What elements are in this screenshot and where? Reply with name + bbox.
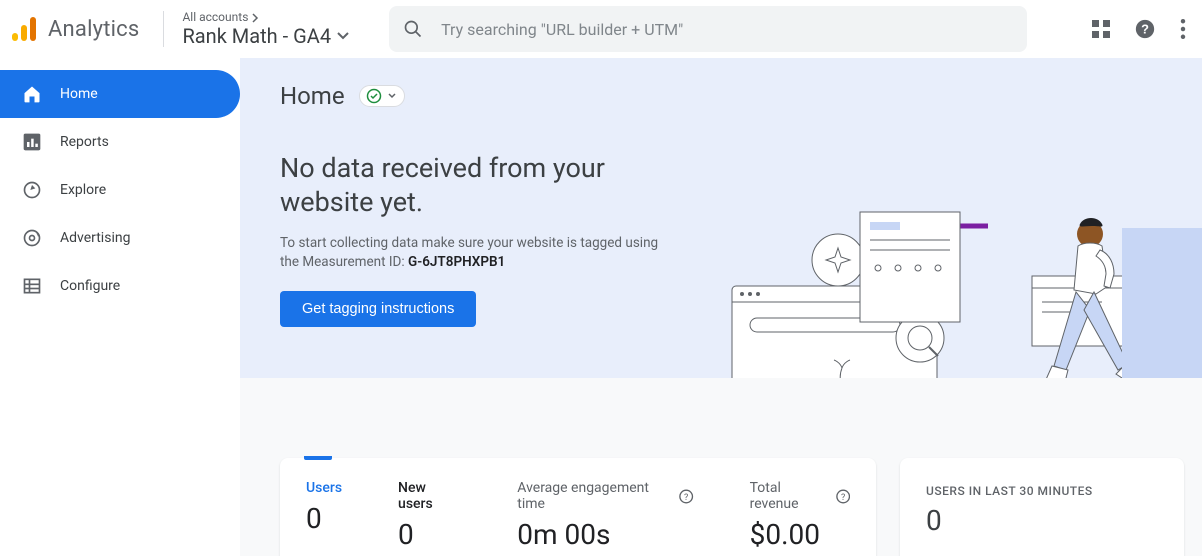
sidebar-item-reports[interactable]: Reports bbox=[0, 118, 240, 166]
brand-block[interactable]: Analytics bbox=[12, 15, 155, 43]
svg-text:?: ? bbox=[841, 493, 845, 503]
metric-label: Average engagement time ? bbox=[517, 480, 693, 512]
metric-label: New users bbox=[398, 480, 461, 512]
sidebar-item-label: Home bbox=[60, 86, 98, 102]
sidebar: Home Reports Explore Advertising Configu… bbox=[0, 58, 240, 556]
sidebar-item-label: Reports bbox=[60, 134, 109, 150]
metric-value: 0 bbox=[306, 502, 342, 535]
realtime-value: 0 bbox=[900, 504, 1184, 556]
caret-down-icon bbox=[388, 93, 396, 99]
metric-new-users[interactable]: New users 0 bbox=[398, 480, 461, 551]
sidebar-item-advertising[interactable]: Advertising bbox=[0, 214, 240, 262]
page-title: Home bbox=[280, 82, 345, 110]
sidebar-item-label: Configure bbox=[60, 278, 120, 294]
sidebar-item-label: Advertising bbox=[60, 230, 130, 246]
account-switcher[interactable]: All accounts Rank Math - GA4 bbox=[163, 11, 363, 46]
bar-chart-icon bbox=[22, 132, 42, 152]
check-circle-icon bbox=[366, 88, 382, 104]
svg-text:?: ? bbox=[684, 493, 688, 503]
sidebar-item-label: Explore bbox=[60, 182, 106, 198]
metric-cards: Users 0 New users 0 Average engagement t… bbox=[240, 458, 1202, 556]
more-icon[interactable] bbox=[1180, 19, 1186, 39]
metric-engagement-time[interactable]: Average engagement time ? 0m 00s bbox=[517, 480, 693, 551]
metric-revenue[interactable]: Total revenue ? $0.00 bbox=[750, 480, 850, 551]
brand-text: Analytics bbox=[48, 17, 139, 42]
help-icon[interactable]: ? bbox=[836, 489, 850, 504]
caret-down-icon bbox=[337, 32, 349, 40]
apps-icon[interactable] bbox=[1092, 20, 1110, 38]
tagging-instructions-button[interactable]: Get tagging instructions bbox=[280, 291, 476, 327]
ads-icon bbox=[22, 228, 42, 248]
realtime-label: USERS IN LAST 30 MINUTES bbox=[900, 458, 1184, 504]
hero-illustration bbox=[702, 168, 1202, 378]
metric-value: 0m 00s bbox=[517, 518, 693, 551]
account-breadcrumb: All accounts bbox=[182, 11, 349, 24]
topbar-actions: ? bbox=[1092, 18, 1186, 40]
metric-label: Total revenue ? bbox=[750, 480, 850, 512]
sidebar-item-configure[interactable]: Configure bbox=[0, 262, 240, 310]
explore-icon bbox=[22, 180, 42, 200]
search-placeholder: Try searching "URL builder + UTM" bbox=[441, 20, 683, 39]
overview-card: Users 0 New users 0 Average engagement t… bbox=[280, 458, 876, 556]
search-icon bbox=[403, 19, 423, 39]
chevron-right-icon bbox=[250, 13, 260, 23]
status-pill[interactable] bbox=[359, 85, 405, 107]
realtime-card: USERS IN LAST 30 MINUTES 0 bbox=[900, 458, 1184, 556]
sidebar-item-home[interactable]: Home bbox=[0, 70, 240, 118]
search-box[interactable]: Try searching "URL builder + UTM" bbox=[389, 6, 1027, 52]
hero-headline: No data received from your website yet. bbox=[280, 152, 700, 220]
home-icon bbox=[22, 84, 42, 104]
account-name: Rank Math - GA4 bbox=[182, 25, 331, 47]
metric-users[interactable]: Users 0 bbox=[306, 480, 342, 551]
top-bar: Analytics All accounts Rank Math - GA4 T… bbox=[0, 0, 1202, 58]
metric-value: 0 bbox=[398, 518, 461, 551]
metric-label-text: Total revenue bbox=[750, 480, 830, 512]
sidebar-item-explore[interactable]: Explore bbox=[0, 166, 240, 214]
metric-label-text: Average engagement time bbox=[517, 480, 673, 512]
hero-banner: Home No data received from your website … bbox=[240, 58, 1202, 378]
metric-value: $0.00 bbox=[750, 518, 850, 551]
help-icon[interactable]: ? bbox=[679, 489, 693, 504]
help-icon[interactable]: ? bbox=[1134, 18, 1156, 40]
account-name-row: Rank Math - GA4 bbox=[182, 25, 349, 47]
metric-label: Users bbox=[306, 480, 342, 496]
table-icon bbox=[22, 276, 42, 296]
page-title-row: Home bbox=[280, 82, 1202, 110]
svg-text:?: ? bbox=[1141, 22, 1149, 37]
analytics-logo-icon bbox=[12, 15, 38, 43]
main-content: Home No data received from your website … bbox=[240, 58, 1202, 556]
measurement-id: G-6JT8PHXPB1 bbox=[408, 254, 505, 270]
account-breadcrumb-text: All accounts bbox=[182, 11, 248, 24]
active-tab-indicator bbox=[304, 456, 332, 460]
hero-subtext: To start collecting data make sure your … bbox=[280, 234, 680, 273]
